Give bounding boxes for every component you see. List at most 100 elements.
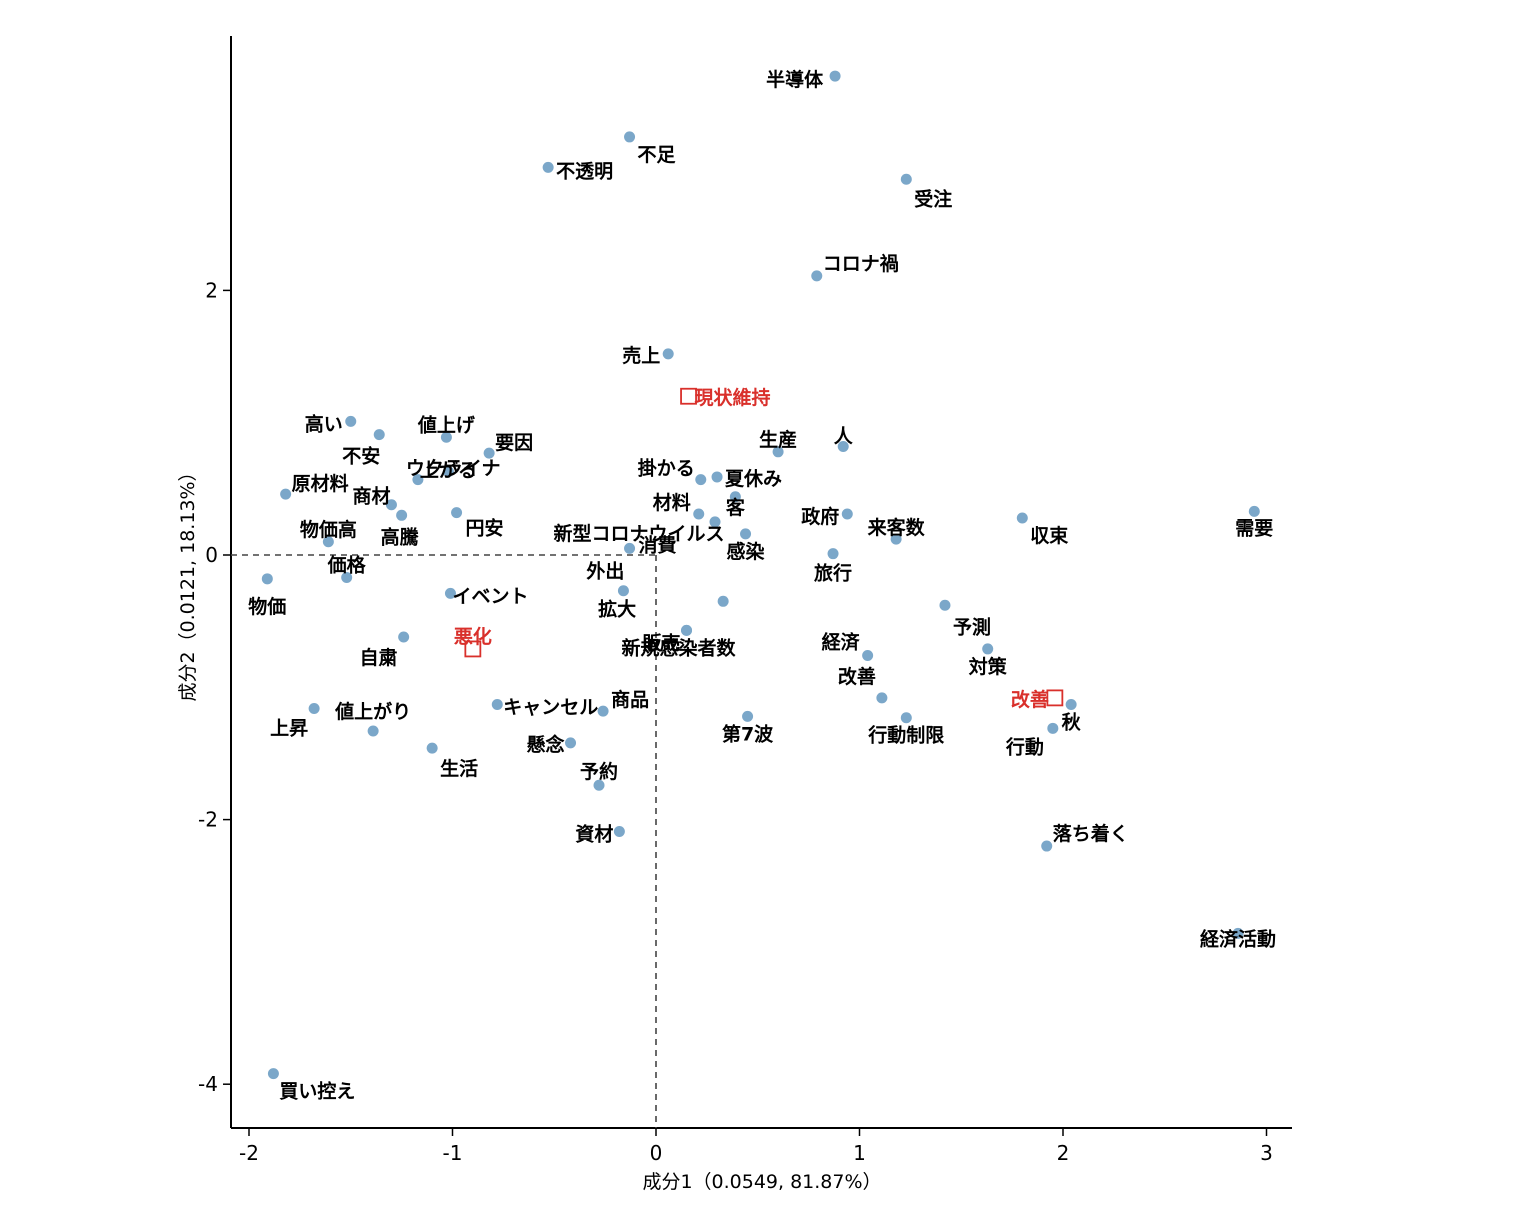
word-point xyxy=(827,548,839,560)
word-label: 値上げ xyxy=(417,414,476,436)
word-label: ウクライナ xyxy=(406,458,501,480)
word-point xyxy=(876,692,888,704)
word-point xyxy=(491,698,503,710)
word-label: 改善 xyxy=(838,665,876,688)
word-label: 掛かる xyxy=(638,457,695,480)
word-label: 材料 xyxy=(653,491,691,514)
word-point xyxy=(811,270,823,282)
word-label: 外出 xyxy=(586,560,624,583)
category-label: 悪化 xyxy=(454,625,492,648)
word-point xyxy=(772,446,784,458)
word-label: 行動 xyxy=(1005,735,1044,758)
word-point xyxy=(900,712,912,724)
word-point xyxy=(412,474,424,486)
x-axis-ticks: -2 -1 0 1 2 3 xyxy=(239,1128,1273,1165)
word-point xyxy=(862,650,874,662)
word-label: 新型コロナウイルス xyxy=(554,522,725,545)
word-label: 上がる xyxy=(420,459,477,482)
word-label: 来客数 xyxy=(868,516,926,539)
word-point xyxy=(396,509,408,521)
word-label: 商品 xyxy=(611,688,649,711)
word-point xyxy=(829,70,841,82)
x-tick-label: -1 xyxy=(443,1141,463,1165)
word-label: 政府 xyxy=(801,505,839,528)
word-label: 不安 xyxy=(342,445,380,468)
word-label: 高い xyxy=(305,412,343,435)
word-label: 不透明 xyxy=(556,160,613,182)
category-label: 現状維持 xyxy=(695,386,771,409)
word-point xyxy=(1016,512,1028,524)
category-point xyxy=(464,640,482,658)
reference-lines xyxy=(231,554,657,1128)
word-label: 物価 xyxy=(248,595,286,618)
y-tick-label: -2 xyxy=(198,808,218,832)
data-points xyxy=(261,70,1260,1080)
word-point xyxy=(345,415,357,427)
word-point xyxy=(709,516,721,528)
x-tick-label: 2 xyxy=(1057,1141,1070,1165)
word-point xyxy=(900,173,912,185)
category-label: 改善 xyxy=(1011,688,1049,711)
word-label: 落ち着く xyxy=(1053,822,1129,845)
word-point xyxy=(740,528,752,540)
word-point xyxy=(444,587,456,599)
word-point xyxy=(367,725,379,737)
word-label: 夏休み xyxy=(725,468,782,490)
y-tick-label: 2 xyxy=(205,278,218,302)
word-point xyxy=(1047,722,1059,734)
word-point xyxy=(440,431,452,443)
word-label: 生産 xyxy=(759,428,797,451)
word-point xyxy=(624,542,636,554)
word-label: 消費 xyxy=(639,533,677,556)
word-label: 新規感染者数 xyxy=(622,636,737,659)
word-label: 対策 xyxy=(968,655,1008,678)
word-label: 上昇 xyxy=(270,717,308,739)
word-label: 原材料 xyxy=(292,472,349,495)
word-label: 不足 xyxy=(638,144,677,166)
word-label: 第7波 xyxy=(722,722,774,745)
word-point xyxy=(261,573,273,585)
x-tick-label: 1 xyxy=(853,1141,866,1165)
word-label: 資材 xyxy=(575,823,613,846)
y-axis-ticks: -4 -2 0 2 xyxy=(198,278,231,1096)
word-point xyxy=(837,441,849,453)
y-axis-title: 成分2（0.0121, 18.13%） xyxy=(177,462,199,701)
word-point xyxy=(711,471,723,483)
word-point xyxy=(542,161,554,173)
word-point xyxy=(890,533,902,545)
word-point xyxy=(729,491,741,503)
word-label: 経済活動 xyxy=(1200,927,1276,950)
word-label: 懸念 xyxy=(527,733,565,756)
word-label: 行動制限 xyxy=(867,724,944,747)
word-point xyxy=(322,536,334,548)
x-tick-label: 3 xyxy=(1260,1141,1273,1165)
word-point xyxy=(681,624,693,636)
word-point xyxy=(442,466,454,478)
word-label: 要因 xyxy=(495,432,533,454)
word-point xyxy=(695,474,707,486)
category-point xyxy=(1046,689,1064,707)
word-label: 物価高 xyxy=(300,518,357,541)
word-label: 販売 xyxy=(643,631,681,654)
word-label: 値上がり xyxy=(334,700,411,723)
word-label: 高騰 xyxy=(381,525,420,548)
word-point xyxy=(939,599,951,611)
word-point xyxy=(693,508,705,520)
word-label: 経済 xyxy=(822,631,861,654)
word-label: 予約 xyxy=(580,760,618,783)
word-label: 受注 xyxy=(914,187,952,210)
word-point xyxy=(597,705,609,717)
x-axis-title: 成分1（0.0549, 81.87%） xyxy=(642,1171,881,1193)
word-point xyxy=(373,429,385,441)
word-label: 感染 xyxy=(727,540,765,563)
x-tick-label: -2 xyxy=(239,1141,259,1165)
word-label: 売上 xyxy=(622,344,660,367)
word-point xyxy=(742,710,754,722)
word-label: 人 xyxy=(834,426,854,448)
y-tick-label: 0 xyxy=(205,543,218,567)
word-point xyxy=(624,131,636,143)
word-point xyxy=(426,742,438,754)
word-point xyxy=(308,702,320,714)
axes xyxy=(230,36,1292,1129)
